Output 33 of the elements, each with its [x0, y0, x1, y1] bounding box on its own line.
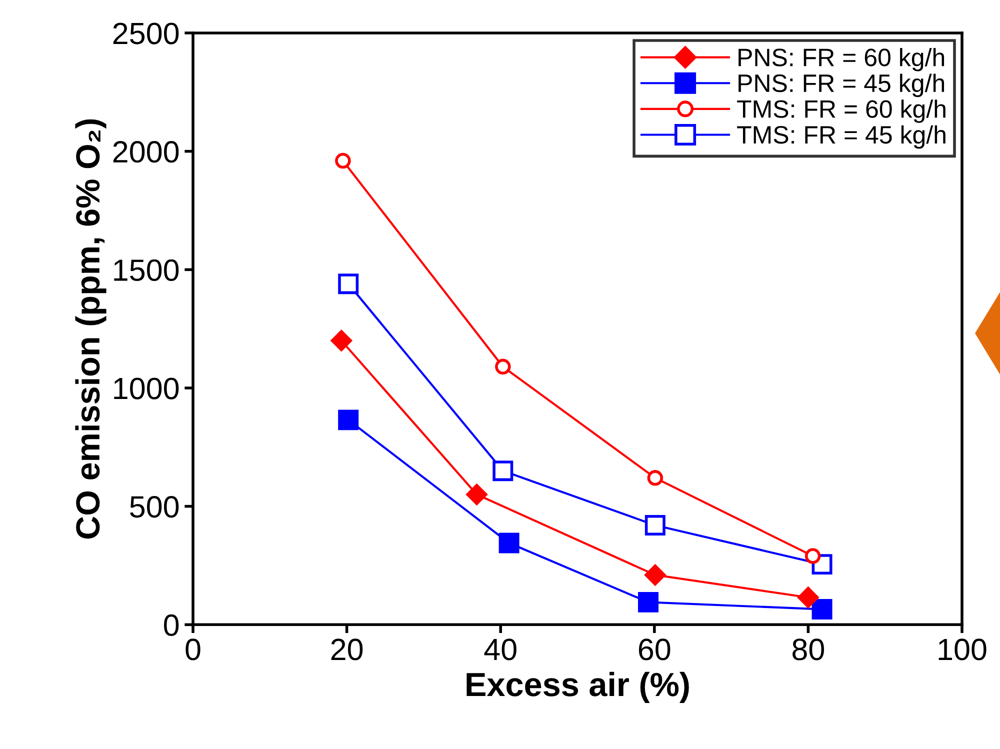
y-tick-label: 2500 [113, 22, 179, 44]
x-tick-label: 60 [638, 638, 670, 660]
y-tick-label: 1000 [114, 378, 179, 400]
point [812, 599, 832, 620]
point [498, 532, 520, 554]
y-tick-label: 1500 [114, 259, 179, 282]
legend-label: TMS: FR = 45 kg/h [737, 125, 946, 149]
point [495, 358, 511, 375]
y-axis-title: CO emission (ppm, 6% O₂) [75, 119, 106, 539]
y-tick-label: 2000 [113, 141, 179, 163]
x-tick-label: 20 [331, 638, 363, 660]
x-axis-title: Excess air (%) [466, 672, 689, 703]
x-tick-label: 40 [484, 638, 516, 660]
point [644, 564, 666, 586]
point [330, 330, 352, 352]
point [644, 515, 666, 536]
x-tick-label: 80 [792, 638, 824, 660]
y-tick-label: 500 [130, 496, 179, 518]
legend-label: PNS: FR = 45 kg/h [738, 74, 944, 98]
y-tick-label: 0 [164, 614, 179, 636]
point [338, 274, 359, 294]
legend-label: PNS: FR = 60 kg/h [738, 48, 944, 72]
point [647, 470, 664, 486]
legend-label: TMS: FR = 60 kg/h [737, 100, 946, 123]
point [804, 548, 821, 564]
point [335, 152, 351, 169]
point [638, 592, 658, 612]
point [466, 484, 488, 506]
x-tick-label: 100 [938, 638, 986, 660]
x-tick-label: 0 [186, 638, 200, 660]
point [338, 410, 359, 430]
point [798, 586, 819, 608]
point [492, 460, 514, 482]
